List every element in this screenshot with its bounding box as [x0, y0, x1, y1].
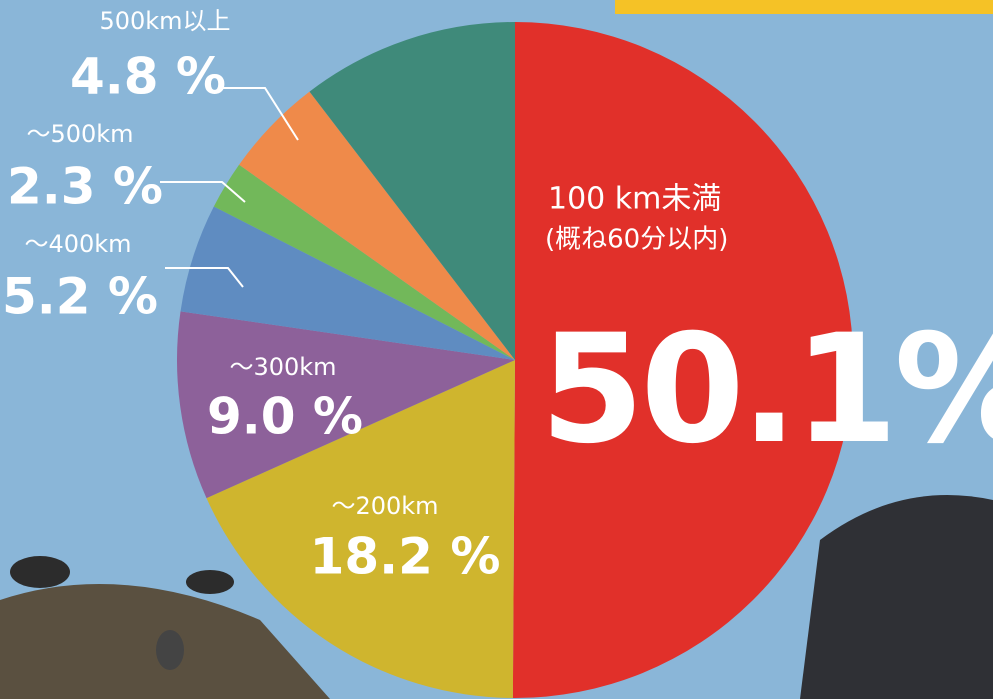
value-label: 5.2 %	[2, 268, 158, 326]
value-label: 2.3 %	[7, 158, 163, 216]
category-label: ～300km	[229, 353, 336, 381]
value-label: 18.2 %	[310, 528, 501, 586]
chart: 100 km未満 50.1% ～200km 18.2 % ～300km 9.0 % ～400…	[0, 0, 993, 699]
category-label: ～400km	[24, 230, 131, 258]
value-label: 9.0 %	[207, 388, 363, 446]
category-label: ～500km	[26, 120, 133, 148]
value-label: 50.1%	[540, 303, 993, 477]
annotation: (概ね60分以内)	[545, 225, 728, 255]
value-label: 4.8 %	[70, 48, 226, 106]
category-label: 500km以上	[99, 7, 230, 35]
category-label: 100 km未満	[548, 182, 721, 217]
category-label: ～200km	[331, 492, 438, 520]
